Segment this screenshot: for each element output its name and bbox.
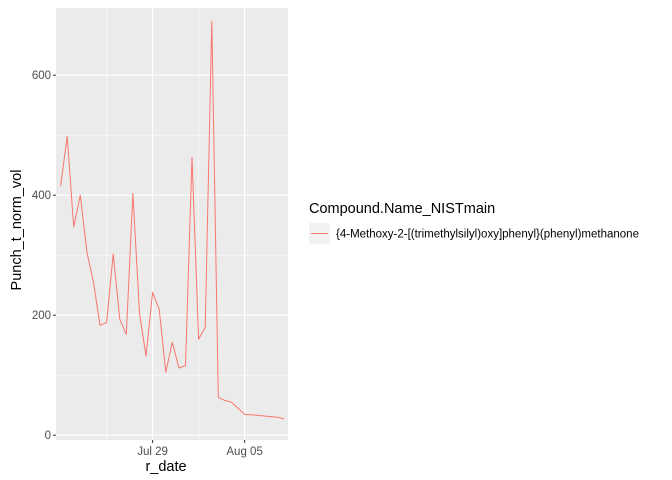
x-tick-label: Jul 29 [137, 446, 168, 458]
legend-item-label: {4-Methoxy-2-[(trimethylsilyl)oxy]phenyl… [336, 229, 639, 241]
y-tick-label: 200 [32, 310, 51, 322]
x-axis-title: r_date [145, 459, 186, 475]
y-tick-label: 0 [45, 430, 51, 442]
major-gridlines [56, 8, 288, 440]
y-tick-label: 400 [32, 190, 51, 202]
series-line [60, 20, 285, 420]
y-axis: 0 200 400 600 [32, 70, 56, 442]
series-layer [60, 20, 285, 420]
y-tick-label: 600 [32, 70, 51, 82]
legend: Compound.Name_NISTmain {4-Methoxy-2-[(tr… [309, 201, 639, 244]
minor-gridlines [56, 8, 288, 440]
legend-title: Compound.Name_NISTmain [309, 201, 495, 217]
x-axis: Jul 29 Aug 05 [137, 440, 263, 458]
plot-panel [56, 8, 288, 440]
y-axis-title: Punch_t_norm_vol [9, 170, 25, 291]
x-tick-label: Aug 05 [226, 446, 262, 458]
